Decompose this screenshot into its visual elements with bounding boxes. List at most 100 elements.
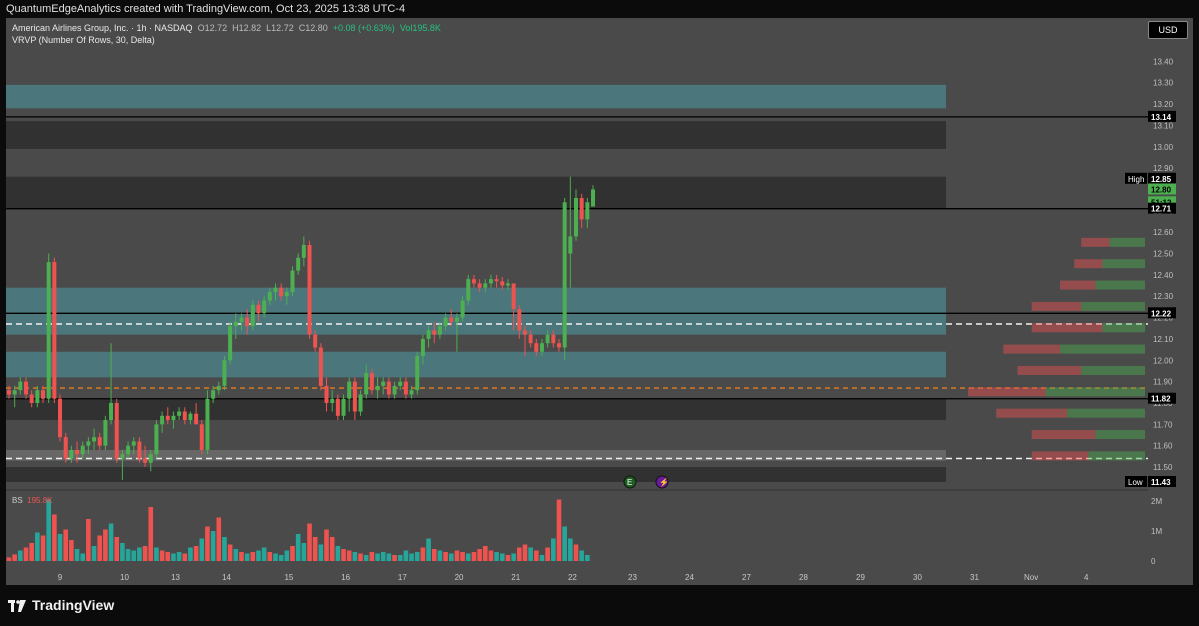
chart-credit-bar: QuantumEdgeAnalytics created with Tradin… bbox=[0, 0, 1199, 18]
legend-symbol[interactable]: American Airlines Group, Inc. · 1h · NAS… bbox=[12, 23, 193, 33]
volume-bar bbox=[69, 540, 74, 561]
candle-body bbox=[131, 441, 136, 446]
volume-bar bbox=[103, 529, 108, 561]
volume-bar bbox=[193, 546, 199, 561]
vrvp-buy-bar bbox=[1081, 365, 1145, 375]
zone-rect bbox=[6, 287, 946, 335]
x-axis-tick-label: 15 bbox=[284, 573, 293, 582]
volume-bar bbox=[261, 547, 267, 561]
candle-body bbox=[301, 244, 306, 258]
candle-body bbox=[233, 321, 238, 327]
vrvp-buy-bar bbox=[1045, 387, 1145, 397]
price-tag-label: 12.22 bbox=[1151, 309, 1172, 318]
price-tag-label: 12.85 bbox=[1151, 175, 1172, 184]
zone-rect bbox=[6, 351, 946, 378]
volume-bar bbox=[23, 547, 29, 561]
candle-body bbox=[188, 413, 193, 421]
candle-body bbox=[471, 279, 476, 284]
candle-body bbox=[114, 402, 119, 459]
x-axis-tick-label: 24 bbox=[685, 573, 694, 582]
volume-bar bbox=[386, 553, 392, 561]
price-tag-box bbox=[1148, 476, 1176, 487]
currency-button[interactable]: USD bbox=[1148, 21, 1188, 39]
candle-body bbox=[488, 279, 493, 284]
volume-bar bbox=[375, 553, 380, 561]
candle-body bbox=[313, 334, 318, 348]
candle-body bbox=[52, 262, 57, 399]
x-axis-tick-label: 21 bbox=[511, 573, 520, 582]
zone-rect bbox=[6, 467, 946, 482]
candle-body bbox=[330, 398, 335, 403]
candle-body bbox=[528, 334, 533, 344]
legend-change: +0.08 (+0.63%) bbox=[332, 23, 395, 33]
candle-body bbox=[460, 300, 465, 318]
x-axis-tick-label: 22 bbox=[568, 573, 577, 582]
volume-bar bbox=[154, 547, 159, 561]
candle-body bbox=[534, 343, 539, 352]
candle-body bbox=[551, 334, 556, 344]
zone-rect bbox=[6, 176, 946, 209]
price-tag-label: 13.14 bbox=[1151, 113, 1172, 122]
legend-volume: Vol195.8K bbox=[399, 23, 441, 33]
candle-body bbox=[398, 381, 403, 386]
y-axis-tick-label: 11.50 bbox=[1153, 463, 1173, 472]
x-axis-tick-label: 29 bbox=[856, 573, 865, 582]
zone-rect bbox=[6, 84, 946, 109]
y-axis-tick-label: 13.20 bbox=[1153, 100, 1174, 109]
candle-body bbox=[364, 373, 369, 395]
volume-bar bbox=[273, 553, 278, 561]
y-axis-tick-label: 13.40 bbox=[1153, 57, 1174, 66]
volume-bar bbox=[267, 552, 273, 561]
candle-body bbox=[35, 390, 40, 403]
price-caption-label: Low bbox=[1128, 478, 1143, 487]
volume-bar bbox=[579, 550, 584, 561]
y-axis-tick-label: 11.70 bbox=[1153, 420, 1173, 429]
volume-bar bbox=[329, 537, 335, 561]
volume-bar bbox=[74, 549, 80, 561]
y-axis-tick-label: 11.90 bbox=[1153, 378, 1173, 387]
candle-body bbox=[267, 291, 272, 301]
volume-bar bbox=[199, 538, 205, 561]
vrvp-buy-bar bbox=[1081, 301, 1145, 311]
vrvp-sell-bar bbox=[1017, 365, 1082, 375]
x-axis-tick-label: 17 bbox=[398, 573, 407, 582]
candle-body bbox=[426, 330, 431, 339]
candle-body bbox=[279, 287, 284, 297]
legend-row-indicator: VRVP (Number Of Rows, 30, Delta) bbox=[12, 34, 441, 46]
price-tag-box bbox=[1148, 307, 1176, 319]
x-axis-tick-label: 28 bbox=[799, 573, 808, 582]
price-caption-label: High bbox=[1128, 175, 1144, 184]
volume-bar bbox=[114, 537, 120, 561]
candle-body bbox=[80, 445, 85, 455]
volume-bar bbox=[57, 534, 63, 561]
candle-body bbox=[369, 373, 374, 391]
y-axis-tick-label: 12.90 bbox=[1153, 164, 1174, 173]
candle-body bbox=[545, 334, 550, 344]
candle-body bbox=[86, 441, 91, 446]
candle-body bbox=[579, 198, 584, 220]
vrvp-sell-bar bbox=[1003, 344, 1060, 354]
candle-body bbox=[591, 189, 596, 207]
price-tag-box bbox=[1148, 110, 1176, 122]
candle-body bbox=[449, 317, 454, 322]
volume-bar bbox=[324, 529, 329, 561]
candle-body bbox=[318, 347, 323, 386]
candle-body bbox=[273, 287, 278, 292]
tradingview-brand[interactable]: TradingView bbox=[8, 597, 114, 613]
volume-bar bbox=[188, 547, 193, 561]
volume-bar bbox=[397, 555, 403, 561]
volume-bar bbox=[420, 547, 426, 561]
volume-bar bbox=[448, 553, 454, 561]
indicator-label[interactable]: VRVP (Number Of Rows, 30, Delta) bbox=[12, 35, 155, 45]
volume-bar bbox=[477, 549, 482, 561]
candle-body bbox=[143, 458, 148, 463]
volume-bar bbox=[35, 532, 40, 561]
y-axis-tick-label: 12.40 bbox=[1153, 271, 1174, 280]
candle-body bbox=[494, 279, 499, 282]
volume-bar bbox=[335, 546, 341, 561]
candle-body bbox=[574, 198, 578, 237]
volume-bar bbox=[29, 543, 34, 561]
event-marker-label: E bbox=[627, 478, 632, 487]
candle-body bbox=[477, 283, 482, 288]
